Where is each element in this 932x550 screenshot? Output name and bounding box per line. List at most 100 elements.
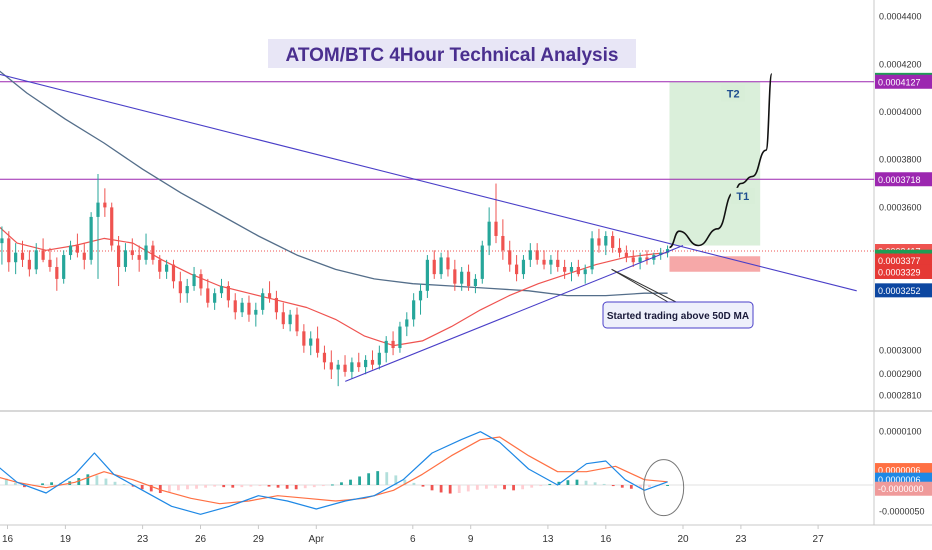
candle-body <box>563 266 567 272</box>
price-tick-label: 0.0002900 <box>879 369 922 379</box>
time-tick-label: 19 <box>60 534 72 545</box>
candle <box>288 309 292 332</box>
macd-histogram-bar <box>285 485 289 489</box>
macd-histogram-bar <box>158 485 162 493</box>
candle <box>343 355 347 377</box>
price-tag-text: 0.0004127 <box>878 77 921 87</box>
candle <box>137 245 141 272</box>
annotation-box <box>602 301 754 329</box>
candle-body <box>322 352 327 363</box>
macd-histogram-bar <box>548 483 552 485</box>
candle <box>62 250 66 284</box>
price-tick-label: 0.0004400 <box>879 12 922 22</box>
macd-histogram-bar <box>412 482 416 485</box>
candle-body <box>604 235 608 246</box>
candle <box>55 257 59 291</box>
candle <box>569 262 574 282</box>
price-tag: 0.0003718 <box>875 172 932 187</box>
ema-slow-line <box>0 70 668 297</box>
macd-histogram-bar <box>294 485 298 490</box>
trendline-1 <box>345 245 684 382</box>
macd-histogram-bar <box>303 485 307 489</box>
title-background <box>268 39 636 68</box>
candle <box>309 331 313 356</box>
macd-line <box>0 431 668 515</box>
candle-body <box>590 238 594 270</box>
price-tag-box <box>875 264 932 279</box>
time-tick-label: 16 <box>600 534 612 545</box>
candle <box>89 212 93 265</box>
candle-body <box>432 259 436 275</box>
macd-histogram-bar <box>140 485 144 490</box>
candle-body <box>494 221 498 236</box>
candle <box>384 336 388 363</box>
candle <box>281 302 285 329</box>
candle <box>27 250 31 277</box>
candle-body <box>75 245 80 253</box>
candle-body <box>617 247 622 253</box>
macd-histogram-bar <box>204 485 207 488</box>
candle <box>645 250 649 265</box>
candle <box>617 238 622 258</box>
candle-body <box>151 245 155 260</box>
macd-histogram-bar <box>620 485 624 488</box>
macd-histogram-bar <box>539 485 543 487</box>
candle <box>96 174 100 279</box>
candle-body <box>261 293 265 310</box>
macd-histogram-bar <box>249 485 253 487</box>
candle-body <box>48 259 52 267</box>
oscillator-tag-text: 0.0000006 <box>878 475 921 485</box>
candle <box>611 231 615 253</box>
candle <box>144 233 148 265</box>
candle <box>487 207 491 256</box>
macd-histogram-bar <box>530 485 534 488</box>
macd-histogram-bar <box>41 483 44 485</box>
annotation-pointer <box>611 268 677 303</box>
candle <box>274 290 279 320</box>
macd-histogram-bar <box>521 485 525 490</box>
candle-body <box>158 259 162 272</box>
candle <box>583 264 587 284</box>
candle-body <box>549 259 553 265</box>
annotation-text: Started trading above 50D MA <box>607 311 749 322</box>
candle-body <box>213 293 217 303</box>
candle-body <box>514 264 519 275</box>
macd-histogram-bar <box>267 485 271 487</box>
candle <box>103 188 107 217</box>
time-tick-label: 27 <box>813 534 825 545</box>
price-tag-text: 0.0003377 <box>878 256 921 266</box>
price-tick-label: 0.0003000 <box>879 345 922 355</box>
candle-body <box>569 266 574 272</box>
macd-histogram-bar <box>240 485 244 488</box>
time-tick-label: 13 <box>542 534 554 545</box>
candle <box>192 266 196 291</box>
target-t2-box <box>721 85 746 102</box>
candle <box>425 255 429 298</box>
candle <box>514 255 519 282</box>
macd-histogram-bar <box>50 482 54 485</box>
candle-body <box>62 255 66 279</box>
candle <box>14 243 18 275</box>
candle-body <box>329 362 333 370</box>
candle <box>528 243 532 267</box>
candle-body <box>521 259 526 275</box>
candle-body <box>68 245 73 256</box>
annotation-pointer-2 <box>611 268 669 303</box>
candle <box>295 307 299 337</box>
candle <box>480 240 484 284</box>
candle-body <box>343 364 347 372</box>
macd-histogram-bar <box>113 481 117 485</box>
candle <box>576 259 580 277</box>
macd-histogram-bar <box>439 485 443 493</box>
candle <box>624 245 628 263</box>
oscillator-tag-text: 0.0000006 <box>878 466 921 476</box>
candle <box>165 259 169 279</box>
macd-histogram-bar <box>593 482 597 485</box>
price-tag-box <box>875 283 932 298</box>
candle-body <box>453 269 457 284</box>
oscillator-tick-label: -0.0000050 <box>879 507 925 517</box>
candle-body <box>501 235 505 251</box>
candle-body <box>480 245 484 279</box>
